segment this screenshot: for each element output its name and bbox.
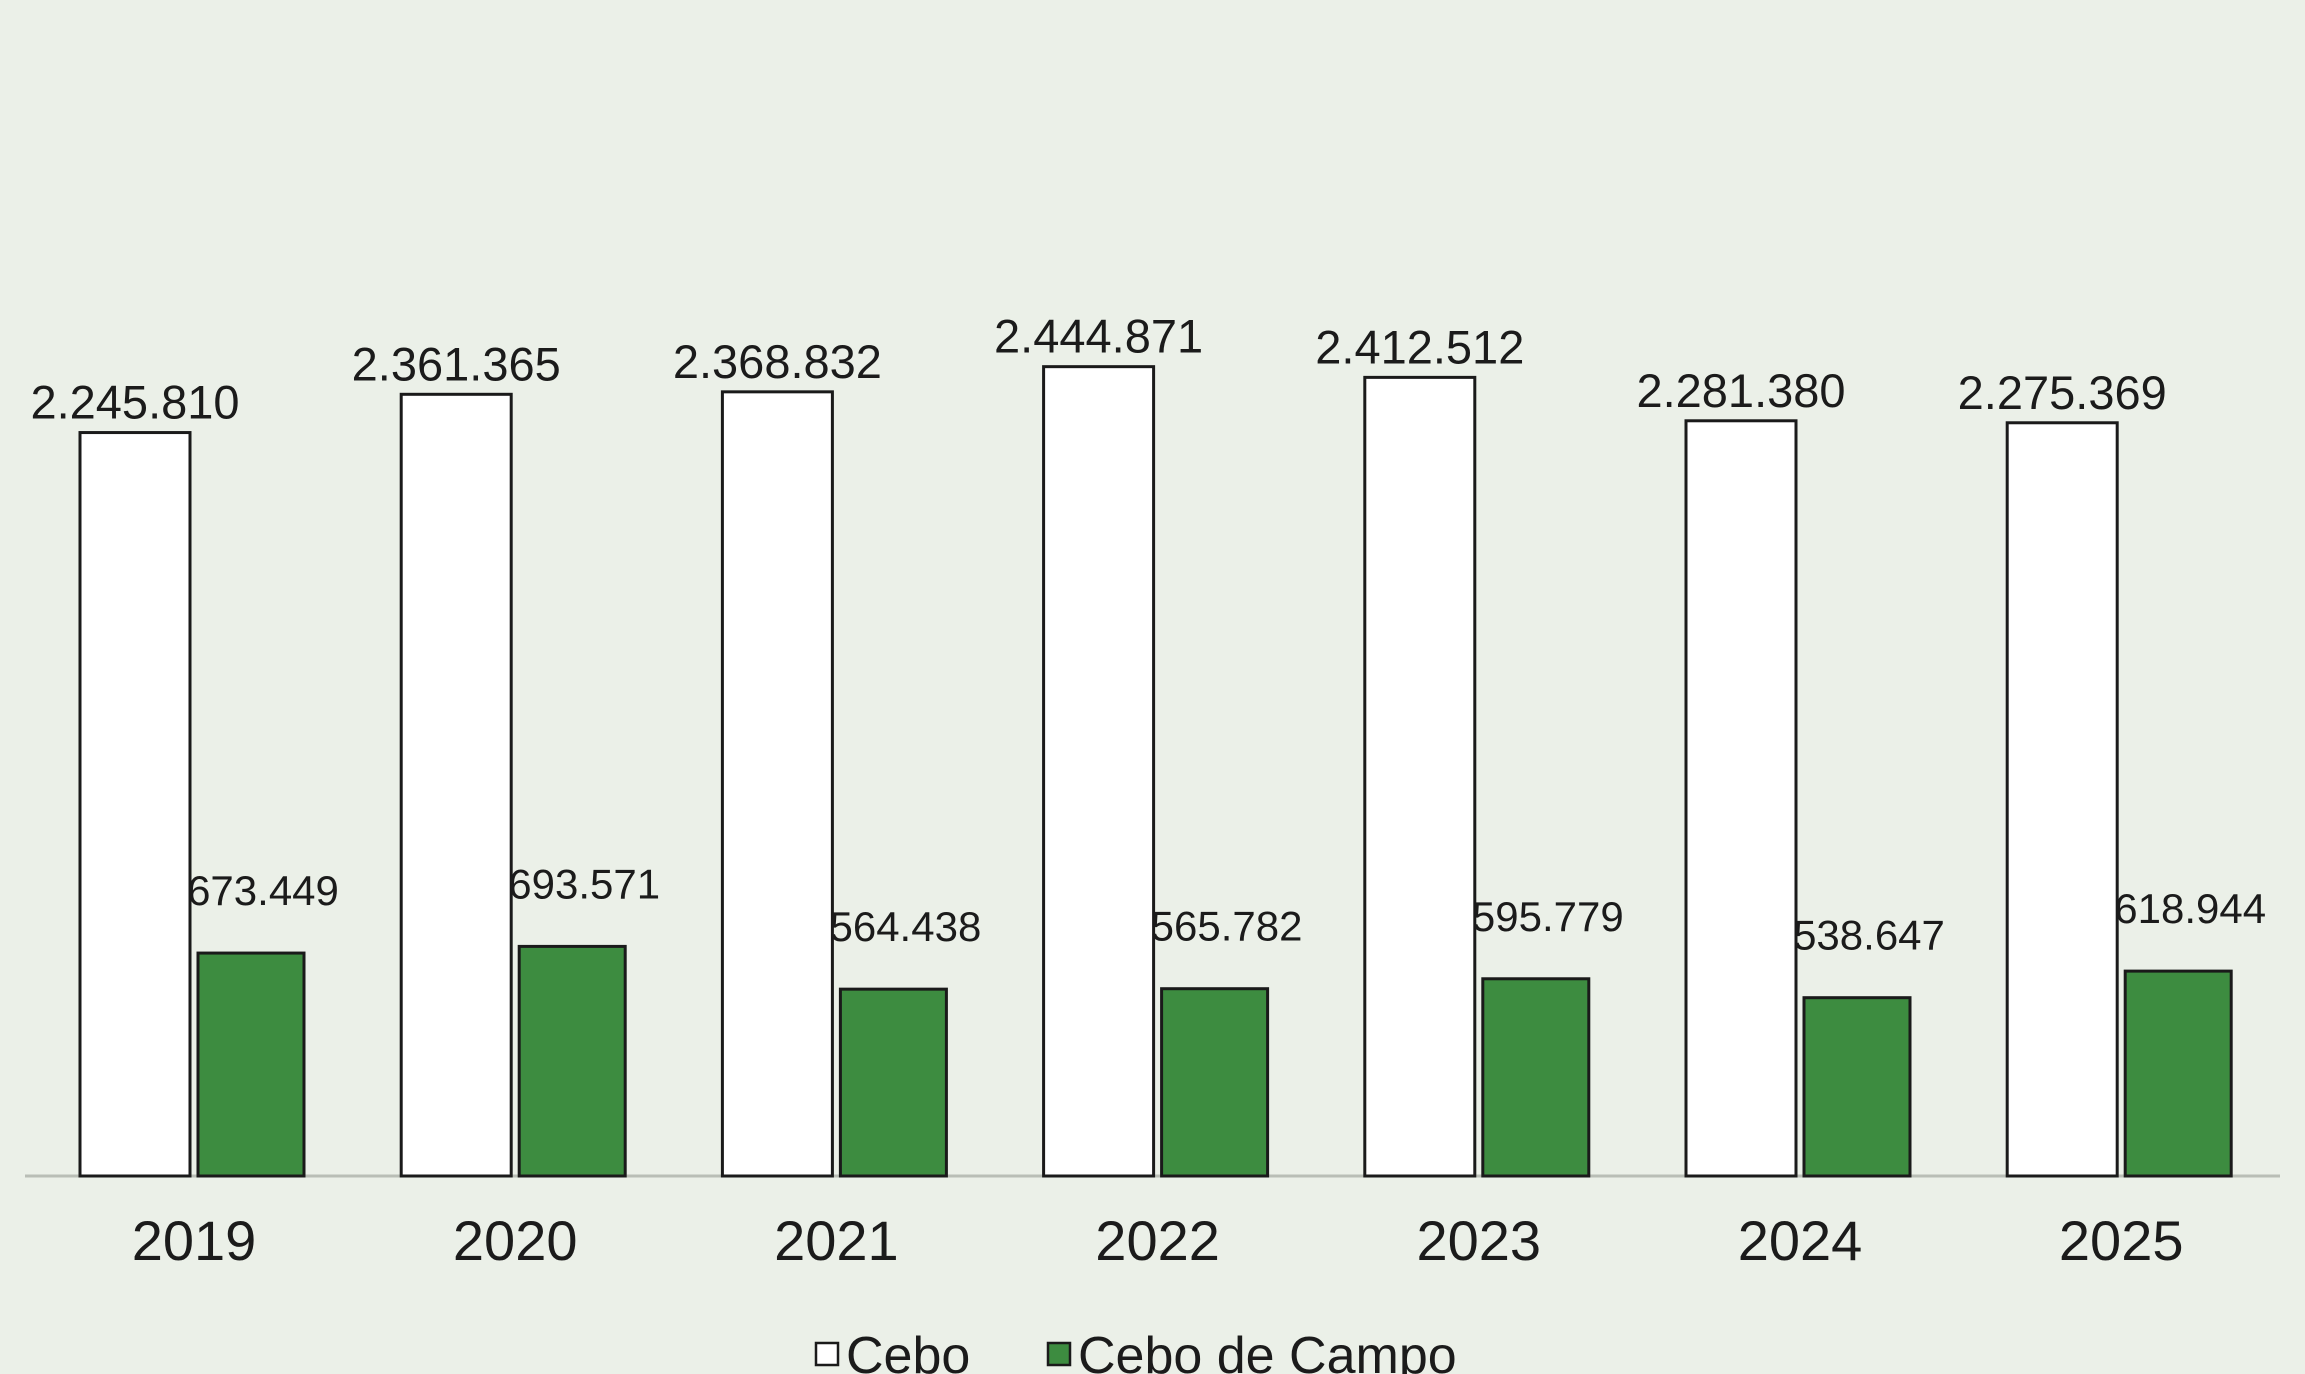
data-label-cebo-de-campo-2019: 673.449 (187, 867, 339, 914)
data-label-cebo-2024: 2.281.380 (1636, 364, 1845, 417)
data-label-cebo-de-campo-2020: 693.571 (508, 860, 660, 907)
bar-cebo-2022 (1042, 365, 1156, 1178)
data-label-cebo-2020: 2.361.365 (352, 337, 561, 390)
data-label-cebo-2023: 2.412.512 (1315, 320, 1524, 373)
bar-cebo-de-campo-2020 (517, 944, 627, 1178)
legend-label-cebo-de-campo: Cebo de Campo (1078, 1327, 1457, 1374)
data-label-cebo-2019: 2.245.810 (30, 376, 239, 429)
data-label-cebo-de-campo-2022: 565.782 (1151, 903, 1303, 950)
x-tick-label-2025: 2025 (2059, 1209, 2184, 1272)
x-tick-label-2019: 2019 (132, 1209, 257, 1272)
bar-cebo-de-campo-2023 (1481, 977, 1591, 1178)
legend: Cebo Cebo de Campo (814, 1327, 1457, 1374)
legend-swatch-cebo (814, 1341, 840, 1367)
data-label-cebo-de-campo-2023: 595.779 (1472, 893, 1624, 940)
legend-swatch-cebo-de-campo (1046, 1341, 1072, 1367)
data-label-cebo-de-campo-2025: 618.944 (2114, 885, 2266, 932)
data-label-cebo-de-campo-2021: 564.438 (829, 903, 981, 950)
bar-cebo-2021 (720, 390, 834, 1178)
bar-cebo-de-campo-2019 (196, 951, 306, 1178)
bar-cebo-2020 (399, 392, 513, 1178)
data-label-cebo-de-campo-2024: 538.647 (1793, 912, 1945, 959)
x-tick-label-2021: 2021 (774, 1209, 899, 1272)
x-tick-label-2023: 2023 (1417, 1209, 1542, 1272)
data-label-cebo-2025: 2.275.369 (1958, 366, 2167, 419)
data-label-cebo-2021: 2.368.832 (673, 335, 882, 388)
bar-cebo-de-campo-2022 (1160, 987, 1270, 1178)
bars-layer (78, 365, 2233, 1178)
data-label-cebo-2022: 2.444.871 (994, 310, 1203, 363)
x-tick-labels: 2019 2020 2021 2022 2023 2024 2025 (132, 1209, 2184, 1272)
bar-cebo-2019 (78, 431, 192, 1178)
bar-cebo-de-campo-2024 (1802, 996, 1912, 1178)
x-tick-label-2024: 2024 (1738, 1209, 1863, 1272)
bar-cebo-2024 (1684, 419, 1798, 1178)
bar-cebo-2023 (1363, 375, 1477, 1178)
bar-cebo-de-campo-2021 (838, 987, 948, 1178)
bar-cebo-2025 (2005, 421, 2119, 1178)
legend-label-cebo: Cebo (846, 1327, 970, 1374)
x-tick-label-2022: 2022 (1095, 1209, 1220, 1272)
x-tick-label-2020: 2020 (453, 1209, 578, 1272)
value-labels-layer: 2.245.810 673.449 2.361.365 693.571 2.368.83… (30, 310, 2266, 959)
bar-cebo-de-campo-2025 (2123, 969, 2233, 1178)
